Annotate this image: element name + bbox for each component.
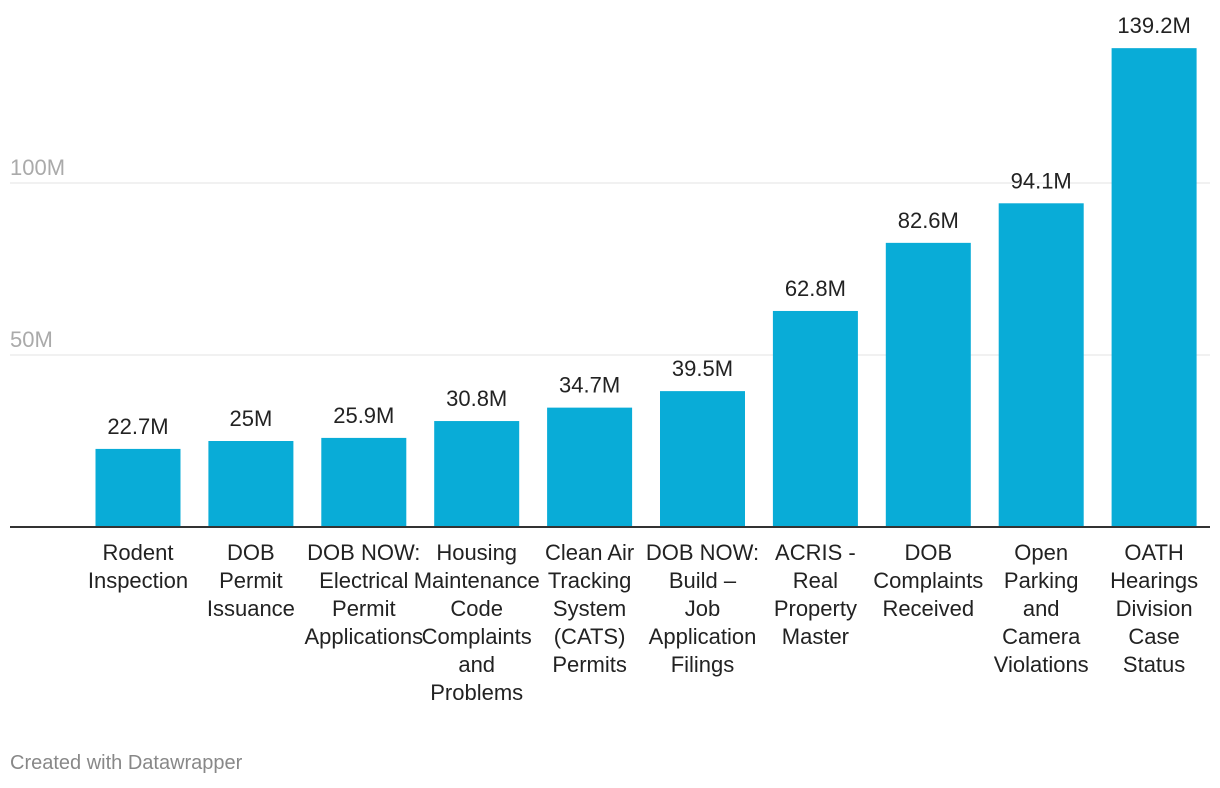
data-label: 39.5M bbox=[672, 356, 733, 381]
bar bbox=[1111, 48, 1197, 527]
x-tick-label: DOB Permit Issuance bbox=[207, 540, 295, 621]
bar bbox=[660, 391, 745, 527]
bar bbox=[321, 437, 407, 527]
data-label: 139.2M bbox=[1117, 13, 1190, 38]
x-tick-label: Clean Air Tracking System (CATS) Permits bbox=[545, 540, 634, 677]
data-label: 62.8M bbox=[785, 276, 846, 301]
x-tick-label: DOB NOW: Electrical Permit Applications bbox=[304, 540, 423, 649]
bar bbox=[208, 441, 294, 527]
data-label: 30.8M bbox=[446, 386, 507, 411]
data-label: 82.6M bbox=[898, 208, 959, 233]
data-label: 22.7M bbox=[107, 414, 168, 439]
bar bbox=[95, 448, 181, 527]
x-tick-label: Rodent Inspection bbox=[88, 540, 188, 593]
x-tick-label: ACRIS -Real Property Master bbox=[774, 540, 857, 649]
bar bbox=[998, 203, 1084, 527]
x-tick-label: DOB Complaints Received bbox=[873, 540, 983, 621]
x-tick-label: DOB NOW: Build – Job Application Filings bbox=[646, 540, 759, 677]
bar bbox=[434, 421, 520, 527]
y-tick-label: 50M bbox=[10, 327, 53, 352]
bar bbox=[885, 242, 971, 527]
y-tick-label: 100M bbox=[10, 155, 65, 180]
credit-footer: Created with Datawrapper bbox=[10, 752, 243, 774]
x-tick-label: Open Parking and Camera Violations bbox=[994, 540, 1089, 677]
x-tick-label: OATH Hearings Division Case Status bbox=[1110, 540, 1198, 677]
data-label: 34.7M bbox=[559, 373, 620, 398]
x-tick-label: Housing Maintenance Code Complaints and Probl… bbox=[414, 540, 540, 705]
data-label: 94.1M bbox=[1011, 168, 1072, 193]
data-label: 25.9M bbox=[333, 403, 394, 428]
bar bbox=[547, 407, 633, 527]
bar bbox=[772, 310, 858, 527]
data-label: 25M bbox=[230, 406, 273, 431]
